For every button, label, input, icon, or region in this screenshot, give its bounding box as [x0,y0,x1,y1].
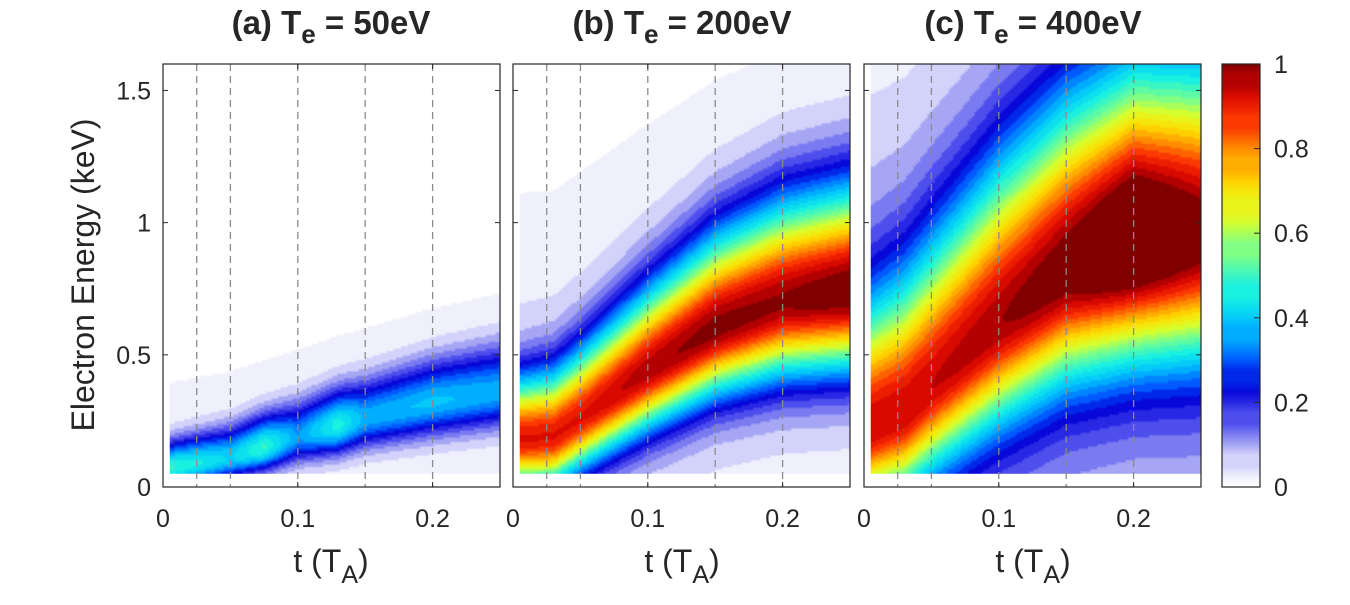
colorbar-tick-label: 1 [1274,51,1288,79]
panel-b-xlabel-sub: A [692,561,709,589]
panel-a-title: (a) Te = 50eV [232,4,431,49]
panel-b: (b) Te = 200eV 0 0.1 0.2 t (TA) [506,4,851,589]
colorbar-tick-label: 0.4 [1274,305,1309,333]
panel-c-xlabel-prefix: t (T [995,543,1043,579]
panel-b-x-axis-label: t (TA) [644,543,719,589]
panel-b-title-sub: e [644,19,658,49]
colorbar-tick-label: 0.8 [1274,136,1309,164]
x-tick-label: 0.1 [280,505,315,533]
panel-a-title-sub: e [301,19,315,49]
panel-axes-box [162,63,501,488]
panel-c-xlabel-suffix: ) [1060,543,1071,579]
x-tick-label: 0 [156,505,170,533]
panel-c-title: (c) Te = 400eV [924,4,1141,49]
panel-axes-box [512,63,851,488]
colorbar-tick-label: 0.6 [1274,220,1309,248]
x-tick-label: 0.2 [765,505,800,533]
panel-heatmap [519,64,850,474]
colorbar-gradient [1221,63,1261,488]
x-tick-label: 0.2 [415,505,450,533]
x-tick-label: 0.1 [630,505,665,533]
y-axis-label-group: Electron Energy (keV) [65,118,101,431]
panel-b-title: (b) Te = 200eV [573,4,792,49]
x-tick-label: 0.2 [1116,505,1151,533]
x-tick-label: 0 [857,505,871,533]
panel-b-title-prefix: (b) T [573,4,644,41]
panel-a-title-prefix: (a) T [232,4,302,41]
panel-a-plot-area: 0 0.1 0.2 0 0.5 1 1.5 [116,63,501,533]
panel-b-title-suffix: = 200eV [658,4,791,41]
colorbar-tick-label: 0.2 [1274,389,1309,417]
y-tick-label: 1 [137,210,151,238]
panel-axes-box [863,63,1202,488]
panel-c: (c) Te = 400eV 0 0.1 0.2 t (TA) [857,4,1202,589]
y-axis-label: Electron Energy (keV) [65,118,101,431]
x-tick-label: 0.1 [981,505,1016,533]
panel-b-xlabel-prefix: t (T [644,543,692,579]
colorbar-tick-label: 0 [1274,474,1288,502]
panel-a-xlabel-sub: A [341,561,358,589]
panel-b-plot-area: 0 0.1 0.2 [506,63,851,533]
y-tick-label: 1.5 [116,77,151,105]
panel-b-xlabel-suffix: ) [709,543,720,579]
y-tick-label: 0.5 [116,342,151,370]
panel-c-title-suffix: = 400eV [1009,4,1142,41]
x-tick-label: 0 [506,505,520,533]
y-tick-label: 0 [137,474,151,502]
panel-a-x-axis-label: t (TA) [293,543,368,589]
panel-c-title-sub: e [994,19,1008,49]
panel-c-plot-area: 0 0.1 0.2 [857,63,1202,533]
panel-a-title-suffix: = 50eV [316,4,431,41]
panel-heatmap [870,64,1201,474]
colorbar: 0 0.2 0.4 0.6 0.8 1 [1221,51,1309,502]
panel-heatmap [169,64,501,474]
panel-a: (a) Te = 50eV 0 0.1 0.2 0 0.5 1 1.5 t (TA) [116,4,501,589]
panel-a-xlabel-prefix: t (T [293,543,341,579]
panel-a-xlabel-suffix: ) [358,543,369,579]
panel-c-xlabel-sub: A [1043,561,1060,589]
panel-c-title-prefix: (c) T [924,4,994,41]
panel-c-x-axis-label: t (TA) [995,543,1070,589]
